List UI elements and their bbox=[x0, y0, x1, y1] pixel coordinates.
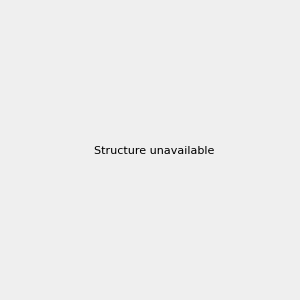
Text: Structure unavailable: Structure unavailable bbox=[94, 146, 214, 157]
